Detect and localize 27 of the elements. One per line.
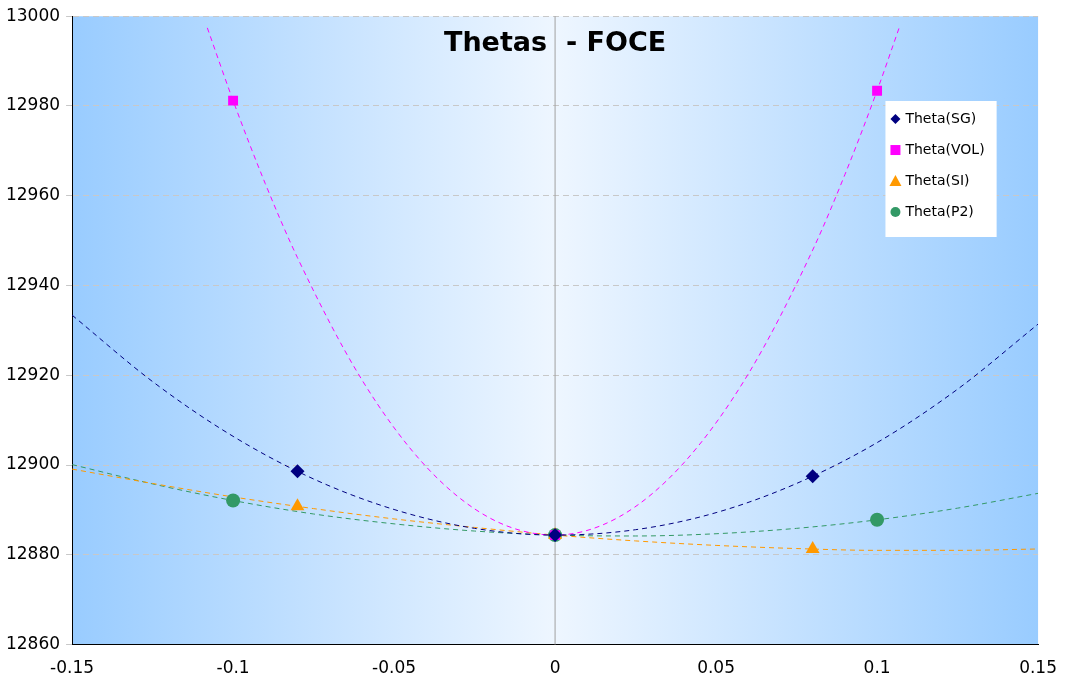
legend-label: Theta(VOL)	[904, 140, 985, 157]
y-tick-label: 13000	[5, 4, 61, 25]
point	[870, 512, 885, 527]
x-tick-label: -0.1	[216, 657, 250, 678]
y-tick-label: 12940	[5, 273, 61, 294]
y-tick-label: 12900	[5, 453, 61, 474]
x-tick-label: 0.15	[1019, 657, 1057, 678]
legend-label: Theta(SG)	[904, 109, 977, 126]
y-tick-label: 12960	[5, 184, 61, 205]
point	[872, 85, 883, 96]
x-tick-label: -0.05	[372, 657, 417, 678]
point	[290, 498, 305, 511]
y-tick-label: 12980	[5, 94, 61, 115]
point	[226, 493, 241, 508]
point	[805, 469, 820, 484]
y-tick-label: 12920	[5, 363, 61, 384]
legend-label: Theta(P2)	[904, 202, 974, 219]
x-tick-label: 0.1	[863, 657, 891, 678]
y-tick-label: 12860	[5, 633, 61, 654]
x-tick-label: -0.15	[50, 657, 95, 678]
legend-label: Theta(SI)	[904, 171, 970, 188]
point	[290, 464, 305, 479]
x-tick-label: 0	[549, 657, 561, 678]
x-tick-label: 0.05	[697, 657, 736, 678]
chart-title: Thetas - FOCE	[443, 25, 667, 57]
point	[228, 95, 239, 106]
y-tick-label: 12880	[5, 543, 61, 564]
